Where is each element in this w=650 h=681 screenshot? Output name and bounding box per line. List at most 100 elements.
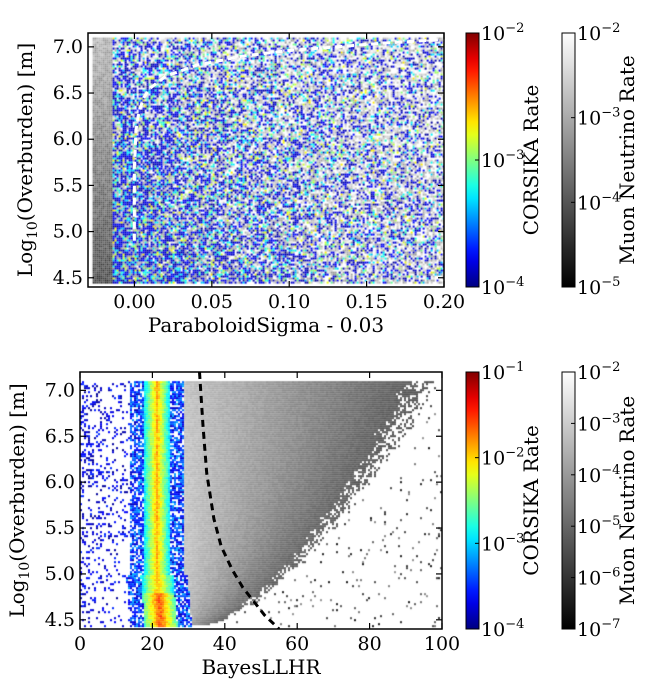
- axes-frame: [79, 371, 443, 630]
- y-tick-label: 7.0: [45, 379, 75, 401]
- colorbar-tick-label: 10−5: [577, 514, 620, 538]
- y-tick-label: 6.0: [53, 128, 83, 150]
- x-tick-label: 40: [213, 633, 237, 655]
- colorbar-tick-base: 10: [577, 516, 601, 538]
- colorbar-tick-label: 10−2: [481, 446, 524, 470]
- colorbar-tick-label: 10−4: [481, 617, 524, 641]
- y-tick-label: 6.5: [45, 425, 75, 447]
- panel-2: 0 20 40 60 80 100 4.5 5.0 5.5 6.0 6.5 7.0 BayesLLHR L…: [5, 360, 639, 679]
- colorbar-tick-label: 10−3: [577, 411, 620, 435]
- colorbar-tick-label: 10−6: [577, 566, 620, 590]
- colorbar-tick-exponent: −2: [505, 21, 524, 36]
- colorbar-tick-label: 10−3: [577, 106, 620, 130]
- colorbar-tick-exponent: −2: [505, 446, 524, 461]
- colorbar-tick-label: 10−2: [577, 360, 620, 384]
- y-axis-label-base: Log: [5, 579, 29, 617]
- colorbar-tick-label: 10−7: [577, 617, 620, 641]
- x-tick-label: 0.00: [113, 291, 155, 313]
- colorbar-tick-label: 10−4: [577, 190, 620, 214]
- x-tick-label: 100: [424, 633, 460, 655]
- colorbar-tick-exponent: −2: [601, 360, 620, 375]
- y-axis-label-base: Log: [13, 239, 37, 277]
- y-tick-label: 4.5: [53, 267, 83, 289]
- colorbar-tick-base: 10: [481, 448, 505, 470]
- x-tick-label: 0.20: [423, 291, 465, 313]
- colorbar-tick-label: 10−4: [481, 275, 524, 299]
- colorbar-2: [561, 32, 576, 288]
- colorbar-label: Muon Neutrino Rate: [615, 55, 639, 264]
- colorbar-tick-exponent: −7: [601, 617, 620, 632]
- y-tick-label: 5.0: [45, 563, 75, 585]
- colorbar-tick-base: 10: [481, 533, 505, 555]
- colorbar-1: [465, 371, 480, 630]
- colorbar-tick-exponent: −5: [601, 514, 620, 529]
- colorbar-tick-label: 10−2: [481, 21, 524, 45]
- colorbar-tick-base: 10: [577, 108, 601, 130]
- colorbar-tick-label: 10−3: [481, 148, 524, 172]
- colorbar-tick-exponent: −4: [601, 463, 620, 478]
- colorbar-tick-base: 10: [577, 413, 601, 435]
- colorbar-tick-base: 10: [481, 362, 505, 384]
- panel-1: 0.00 0.05 0.10 0.15 0.20 4.5 5.0 5.5 6.0 6.5 7.0 Pa…: [13, 21, 639, 337]
- colorbar-tick-base: 10: [577, 568, 601, 590]
- colorbar-tick-exponent: −1: [505, 360, 524, 375]
- colorbar-tick-exponent: −6: [601, 566, 620, 581]
- colorbar-tick-label: 10−3: [481, 531, 524, 555]
- y-tick-label: 5.0: [53, 221, 83, 243]
- y-tick-label: 5.5: [45, 517, 75, 539]
- x-tick-label: 0: [74, 633, 86, 655]
- colorbar-tick-base: 10: [481, 23, 505, 45]
- x-tick-label: 20: [140, 633, 164, 655]
- x-tick-label: 0.15: [345, 291, 387, 313]
- colorbar-tick-label: 10−1: [481, 360, 524, 384]
- colorbar-tick-exponent: −3: [505, 531, 524, 546]
- colorbar-tick-base: 10: [481, 150, 505, 172]
- colorbar-tick-base: 10: [577, 277, 601, 299]
- heatmap-image: [80, 372, 442, 629]
- colorbar-tick-base: 10: [577, 362, 601, 384]
- axes-frame: [87, 32, 445, 288]
- colorbar-tick-base: 10: [481, 619, 505, 641]
- x-axis-label: ParaboloidSigma - 0.03: [148, 313, 384, 337]
- cut-line: [132, 38, 444, 241]
- colorbar-tick-exponent: −4: [601, 190, 620, 205]
- x-tick-label: 0.05: [191, 291, 233, 313]
- colorbar-tick-base: 10: [577, 192, 601, 214]
- colorbar-tick-exponent: −2: [601, 21, 620, 36]
- y-axis-label: Log10(Overburden) [m]: [5, 383, 33, 617]
- y-tick-label: 6.0: [45, 471, 75, 493]
- colorbar-tick-label: 10−5: [577, 275, 620, 299]
- y-axis-label: Log10(Overburden) [m]: [13, 43, 41, 277]
- colorbar-tick-base: 10: [481, 277, 505, 299]
- colorbar-tick-base: 10: [577, 23, 601, 45]
- colorbar-tick-exponent: −5: [601, 275, 620, 290]
- y-tick-label: 6.5: [53, 82, 83, 104]
- cut-line: [198, 372, 281, 629]
- x-tick-label: 60: [285, 633, 309, 655]
- colorbar-tick-exponent: −4: [505, 617, 524, 632]
- colorbar-tick-base: 10: [577, 465, 601, 487]
- colorbar-tick-exponent: −3: [601, 106, 620, 121]
- x-tick-label: 80: [358, 633, 382, 655]
- colorbar-tick-base: 10: [577, 619, 601, 641]
- y-axis-label-subscript: 10: [17, 562, 33, 580]
- colorbar-tick-label: 10−2: [577, 21, 620, 45]
- y-axis-label-subscript: 10: [25, 221, 41, 239]
- colorbar-label: CORSIKA Rate: [519, 425, 543, 576]
- y-tick-label: 5.5: [53, 174, 83, 196]
- colorbar-label: Muon Neutrino Rate: [615, 396, 639, 605]
- colorbar-label: CORSIKA Rate: [519, 85, 543, 236]
- x-tick-label: 0.10: [268, 291, 310, 313]
- colorbar-tick-exponent: −4: [505, 275, 524, 290]
- y-tick-label: 4.5: [45, 609, 75, 631]
- y-tick-label: 7.0: [53, 36, 83, 58]
- colorbar-tick-label: 10−4: [577, 463, 620, 487]
- colorbar-2: [561, 371, 576, 630]
- y-axis-label-rest: (Overburden) [m]: [13, 43, 37, 221]
- y-axis-label-rest: (Overburden) [m]: [5, 383, 29, 561]
- colorbar-tick-exponent: −3: [601, 411, 620, 426]
- colorbar-tick-exponent: −3: [505, 148, 524, 163]
- x-axis-label: BayesLLHR: [201, 655, 321, 679]
- heatmap-image: [88, 33, 444, 287]
